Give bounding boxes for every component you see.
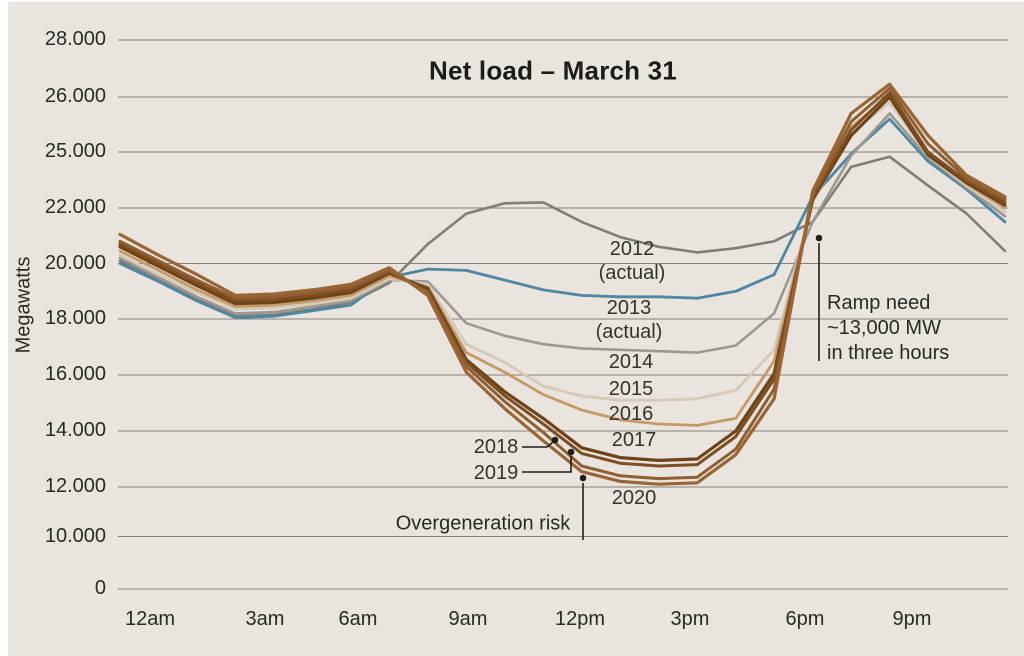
x-tick-label: 3am <box>245 608 285 630</box>
ramp-need-note: Ramp need ~13,000 MW in three hours <box>827 291 949 366</box>
x-tick-label: 9pm <box>892 608 932 630</box>
pointer-line-2019 <box>522 456 572 473</box>
x-tick-label: 6pm <box>785 608 825 630</box>
ramp-need-line3: in three hours <box>827 342 950 364</box>
series-line-2017 <box>118 95 1007 462</box>
series-label-2016: 2016 <box>608 403 654 425</box>
y-tick-label: 10.000 <box>44 524 106 547</box>
series-line-2016 <box>118 94 1007 427</box>
series-line-2014 <box>118 112 1007 354</box>
series-line-2018 <box>118 91 1007 468</box>
y-tick-label: 22.000 <box>44 196 106 218</box>
ramp-need-line1: Ramp need <box>827 292 931 314</box>
series-line-2019 <box>118 86 1007 481</box>
y-tick-label: 28.000 <box>44 28 106 50</box>
x-tick-label: 6am <box>338 608 378 630</box>
series-label-2020: 2020 <box>611 487 657 509</box>
series-label-2012-year: 2012 <box>609 238 655 260</box>
x-tick-label: 3pm <box>670 608 710 630</box>
series-label-2013: 2013 (actual) <box>596 296 663 344</box>
series-label-2012: 2012 (actual) <box>599 237 666 285</box>
marker-dot-2018 <box>551 436 559 444</box>
y-tick-label: 12.000 <box>44 475 106 497</box>
marker-dot-2019 <box>567 448 575 456</box>
y-tick-label: 0 <box>94 577 106 599</box>
chart-title: Net load – March 31 <box>429 55 677 86</box>
x-tick-label: 12pm <box>554 608 606 630</box>
series-label-2014: 2014 <box>608 351 654 373</box>
y-tick-label: 14.000 <box>44 419 106 441</box>
overgeneration-risk-note: Overgeneration risk <box>395 512 571 535</box>
x-tick-label: 9am <box>448 608 488 630</box>
series-line-2020 <box>118 82 1007 486</box>
series-label-2019: 2019 <box>473 462 519 484</box>
series-label-2013-actual: (actual) <box>595 321 663 343</box>
x-tick-label: 12am <box>124 608 176 630</box>
y-tick-label: 20.000 <box>44 251 106 274</box>
marker-dot-overgeneration <box>579 474 587 482</box>
series-label-2015: 2015 <box>608 378 654 400</box>
pointer-line-2018 <box>522 441 554 448</box>
series-label-2018: 2018 <box>473 436 519 458</box>
y-tick-label: 25.000 <box>44 140 106 162</box>
series-label-2017: 2017 <box>611 429 657 451</box>
marker-dot-ramp <box>815 234 823 242</box>
y-tick-label: 16.000 <box>44 363 106 385</box>
series-label-2013-year: 2013 <box>606 297 652 319</box>
series-label-2012-actual: (actual) <box>598 262 666 284</box>
y-tick-label: 26.000 <box>44 85 106 107</box>
ramp-need-line2: ~13,000 MW <box>827 317 941 339</box>
y-tick-label: 18.000 <box>44 307 106 329</box>
series-line-2013 <box>118 117 1007 320</box>
